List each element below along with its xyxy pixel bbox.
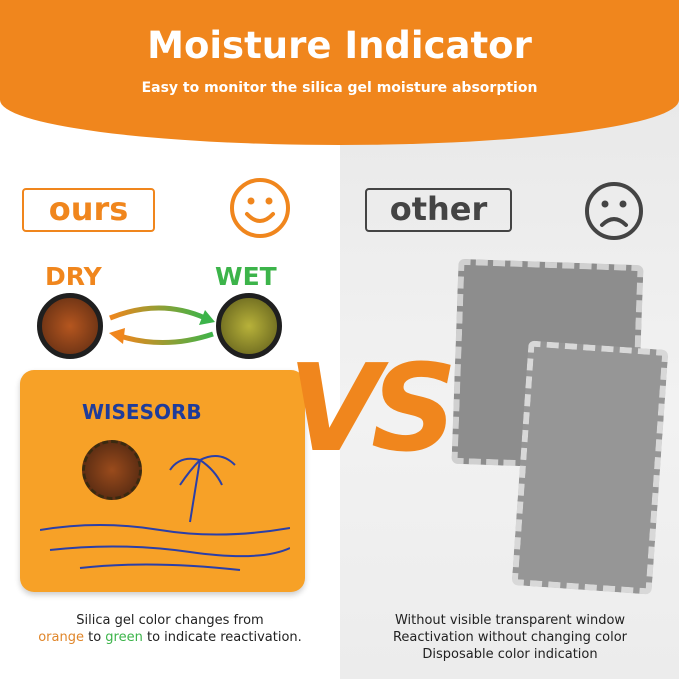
palm-beach-embroidery xyxy=(40,455,290,571)
page-title: Moisture Indicator xyxy=(147,24,532,67)
sad-face-icon xyxy=(585,182,643,240)
caption-line: Disposable color indication xyxy=(422,647,598,662)
left-caption: Silica gel color changes from orange to … xyxy=(10,612,330,646)
caption-end: to indicate reactivation. xyxy=(142,630,302,645)
dry-label: DRY xyxy=(45,262,102,291)
vs-graphic: VS xyxy=(288,340,457,479)
smiley-face-icon xyxy=(230,178,290,238)
caption-line: Without visible transparent window xyxy=(394,613,626,628)
orange-word: orange xyxy=(38,630,84,645)
header-banner xyxy=(0,0,679,145)
other-tag: other xyxy=(365,188,512,232)
indicator-window xyxy=(82,440,142,500)
dry-silica-window xyxy=(37,293,103,359)
brand-logo: WISESORB xyxy=(82,400,202,424)
ours-tag: ours xyxy=(22,188,155,232)
caption-line: orange to green to indicate reactivation… xyxy=(10,629,330,646)
other-pouch-front xyxy=(511,340,669,595)
caption-line: Reactivation without changing color xyxy=(392,630,628,645)
wet-label: WET xyxy=(215,262,277,291)
green-word: green xyxy=(105,630,143,645)
wet-silica-window xyxy=(216,293,282,359)
page-subtitle: Easy to monitor the silica gel moisture … xyxy=(141,80,538,96)
wisesorb-pouch: WISESORB xyxy=(20,370,305,592)
right-caption: Without visible transparent window React… xyxy=(350,612,670,663)
cycle-arrows-icon xyxy=(109,305,215,345)
caption-to: to xyxy=(83,630,106,645)
caption-line: Silica gel color changes from xyxy=(76,613,264,628)
